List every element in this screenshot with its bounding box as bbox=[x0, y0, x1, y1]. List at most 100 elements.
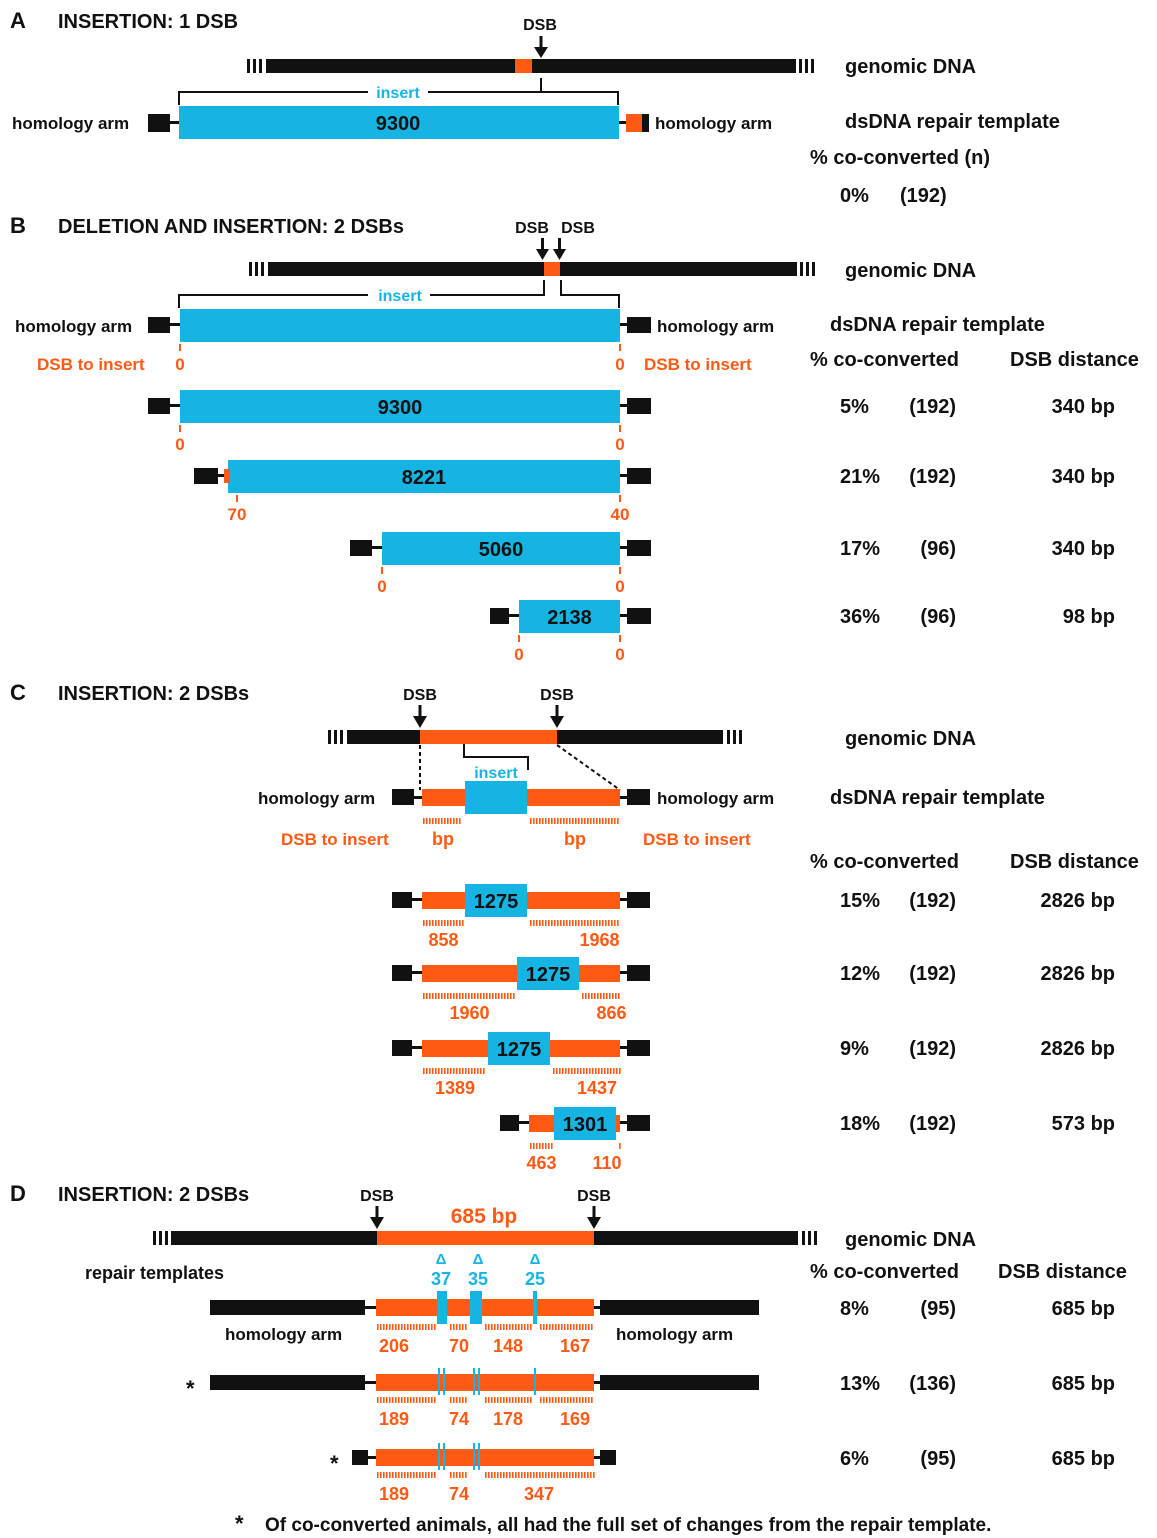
dsb-label-right: DSB bbox=[577, 1188, 611, 1205]
insert-bracket bbox=[463, 744, 529, 770]
row-n: (192) bbox=[909, 890, 956, 912]
row-n: (192) bbox=[909, 396, 956, 418]
row-n: (136) bbox=[909, 1373, 956, 1395]
row-dsb-distance: 2826 bp bbox=[1041, 1038, 1115, 1060]
repair-template-row-2: 1275 1960 866 12% (192) 2826 bp bbox=[392, 957, 1115, 1023]
dsb-to-insert-left-value: 0 bbox=[175, 435, 184, 454]
insert-size: 1275 bbox=[474, 891, 519, 913]
repair-template-bar bbox=[148, 106, 649, 139]
hatch-ticks bbox=[450, 1397, 467, 1403]
deletion-size-3: 25 bbox=[525, 1269, 545, 1289]
hatch-ticks bbox=[485, 1472, 595, 1478]
dsb-to-insert-right-value: 40 bbox=[611, 505, 630, 524]
panel-b: B DELETION AND INSERTION: 2 DSBs DSB DSB… bbox=[10, 213, 1139, 664]
dsb-to-insert-right-value: 0 bbox=[615, 435, 624, 454]
panel-c-title: INSERTION: 2 DSBs bbox=[58, 683, 249, 705]
dsb-arrow-icon bbox=[534, 36, 548, 58]
row-n: (192) bbox=[909, 1113, 956, 1135]
footnote-text: Of co-converted animals, all had the ful… bbox=[265, 1515, 991, 1536]
hatch-ticks bbox=[450, 1324, 467, 1330]
hatch-ticks bbox=[540, 1397, 593, 1403]
hatch-ticks bbox=[485, 1397, 532, 1403]
hatch-ticks bbox=[450, 1472, 467, 1478]
segment-length: 169 bbox=[560, 1409, 590, 1429]
hatch-ticks bbox=[377, 1324, 436, 1330]
dsb-label-right: DSB bbox=[561, 220, 595, 237]
insert-bracket bbox=[178, 280, 620, 308]
dsb-arrow-icon bbox=[550, 705, 564, 728]
genomic-dna-label: genomic DNA bbox=[845, 260, 976, 282]
dsb-to-insert-left-label: DSB to insert bbox=[281, 830, 389, 849]
segment-length: 347 bbox=[524, 1484, 554, 1504]
genomic-dna-bar bbox=[153, 1231, 817, 1245]
dsb-arrow-icon bbox=[553, 238, 566, 260]
row-pct: 5% bbox=[840, 396, 869, 418]
asterisk-marker: * bbox=[330, 1451, 339, 1476]
segment-length: 206 bbox=[379, 1336, 409, 1356]
row-n: (96) bbox=[920, 538, 956, 560]
hatch-ticks bbox=[377, 1397, 436, 1403]
row-n: (95) bbox=[920, 1448, 956, 1470]
homology-arm-left-label: homology arm bbox=[258, 789, 375, 808]
dsb-to-insert-right-value: 0 bbox=[615, 355, 624, 374]
insert-size: 8221 bbox=[402, 467, 447, 489]
hatch-ticks bbox=[530, 1143, 553, 1149]
panel-a-n: (192) bbox=[900, 185, 947, 207]
homology-arm-right-label: homology arm bbox=[657, 317, 774, 336]
panel-a-pct: 0% bbox=[840, 185, 869, 207]
row-n: (192) bbox=[909, 963, 956, 985]
panel-c-letter: C bbox=[10, 680, 26, 705]
segment-length-left: 858 bbox=[428, 930, 458, 950]
bp-label-right: bp bbox=[564, 829, 586, 849]
row-pct: 15% bbox=[840, 890, 880, 912]
row-n: (192) bbox=[909, 1038, 956, 1060]
segment-length: 74 bbox=[449, 1409, 469, 1429]
homology-arm-left-label: homology arm bbox=[15, 317, 132, 336]
segment-length: 189 bbox=[379, 1484, 409, 1504]
span-label: 685 bp bbox=[451, 1205, 518, 1228]
repair-templates-label: repair templates bbox=[85, 1263, 224, 1283]
repair-template-row-1: 1275 858 1968 15% (192) 2826 bp bbox=[392, 884, 1115, 950]
repair-template-row-1: 9300 0 0 5% (192) 340 bp bbox=[148, 390, 1115, 454]
hatch-ticks bbox=[423, 993, 515, 999]
hatch-ticks bbox=[377, 1472, 436, 1478]
insert-size: 9300 bbox=[376, 113, 421, 135]
hatch-ticks bbox=[582, 993, 620, 999]
co-converted-header: % co-converted bbox=[810, 851, 959, 873]
panel-b-rows: 9300 0 0 5% (192) 340 bp 8221 70 40 21% (192) 340 b… bbox=[148, 390, 1115, 664]
hatch-ticks bbox=[423, 920, 464, 926]
homology-arm-left-label: homology arm bbox=[12, 114, 129, 133]
homology-arm-right-label: homology arm bbox=[616, 1325, 733, 1344]
repair-template-row-2 bbox=[210, 1368, 759, 1395]
genomic-dna-bar bbox=[328, 730, 742, 744]
panel-c: C INSERTION: 2 DSBs DSB DSB genomic DNA bbox=[10, 680, 1139, 1173]
homology-dashed-lines bbox=[419, 744, 621, 791]
delta-symbol-3: Δ bbox=[530, 1251, 541, 1268]
row-dsb-distance: 98 bp bbox=[1063, 606, 1115, 628]
repair-template-row-2: 8221 70 40 21% (192) 340 bp bbox=[194, 460, 1115, 524]
row-dsb-distance: 685 bp bbox=[1052, 1298, 1115, 1320]
dsdna-template-label: dsDNA repair template bbox=[830, 787, 1045, 809]
insert-label: insert bbox=[378, 288, 422, 305]
repair-template-bar bbox=[392, 781, 650, 814]
row-pct: 21% bbox=[840, 466, 880, 488]
insert-size: 1275 bbox=[497, 1039, 542, 1061]
row-pct: 13% bbox=[840, 1373, 880, 1395]
hatch-ticks-right bbox=[530, 818, 619, 824]
dsb-label: DSB bbox=[523, 17, 557, 34]
co-converted-header: % co-converted (n) bbox=[810, 147, 990, 169]
panel-d: D INSERTION: 2 DSBs DSB DSB 685 bp genom… bbox=[10, 1181, 1127, 1504]
dsb-distance-header: DSB distance bbox=[1010, 851, 1139, 873]
dsb-to-insert-left-label: DSB to insert bbox=[37, 355, 145, 374]
dsdna-template-label: dsDNA repair template bbox=[845, 111, 1060, 133]
insert-label: insert bbox=[376, 85, 420, 102]
dsb-label-left: DSB bbox=[403, 687, 437, 704]
hatch-ticks bbox=[530, 920, 619, 926]
co-converted-header: % co-converted bbox=[810, 1261, 959, 1283]
panel-c-rows: 1275 858 1968 15% (192) 2826 bp 1275 1960 866 12%… bbox=[392, 884, 1115, 1173]
row-n: (192) bbox=[909, 466, 956, 488]
hatch-ticks bbox=[553, 1068, 621, 1074]
segment-length: 167 bbox=[560, 1336, 590, 1356]
homology-arm-right-label: homology arm bbox=[657, 789, 774, 808]
